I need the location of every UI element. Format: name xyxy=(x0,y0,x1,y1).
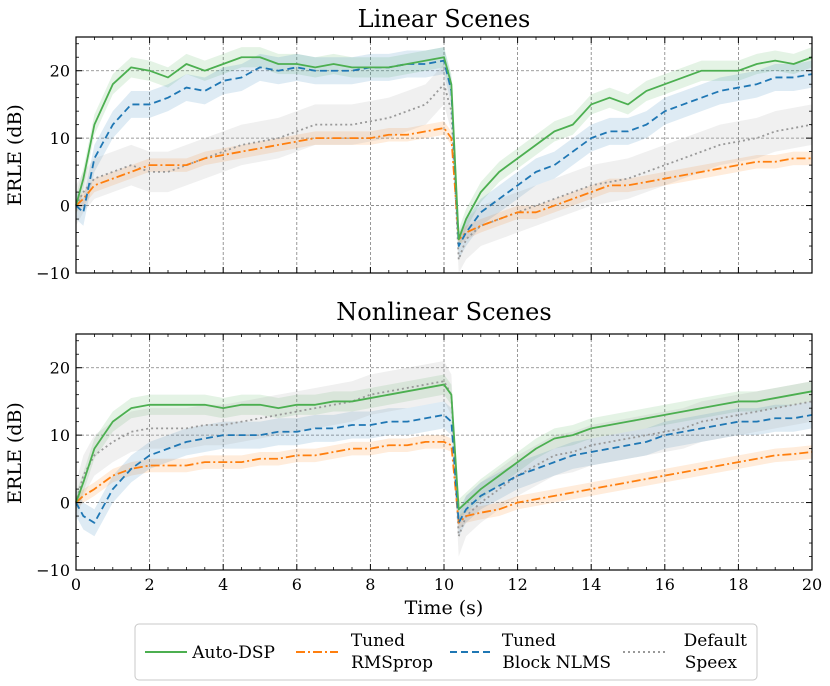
linear-series-lines xyxy=(75,56,813,261)
nonlinear-xtick-label: 2 xyxy=(145,575,155,594)
linear-chart-title: Linear Scenes xyxy=(358,5,531,33)
linear-line-block-nlms xyxy=(75,59,813,247)
legend-label-nlms-line1: Tuned xyxy=(502,631,556,651)
legend-label-speex-line2: Speex xyxy=(685,653,738,673)
linear-confidence-bands xyxy=(76,47,812,273)
linear-scenes-panel: Linear Scenes ERLE (dB) −10 0 10 20 xyxy=(4,5,813,283)
linear-band-rmsprop xyxy=(76,121,812,247)
legend-label-nlms-line2: Block NLMS xyxy=(502,653,611,673)
nonlinear-series-lines xyxy=(75,380,813,538)
nonlinear-xtick-label: 6 xyxy=(292,575,302,594)
linear-plot-frame xyxy=(75,36,813,274)
linear-ytick-label: 10 xyxy=(50,129,70,148)
x-axis-label: Time (s) xyxy=(405,597,484,619)
nonlinear-scenes-panel: Nonlinear Scenes ERLE (dB) Time (s) −100… xyxy=(4,298,822,619)
linear-ytick-label: 0 xyxy=(60,197,70,216)
legend-box xyxy=(134,623,758,681)
nonlinear-line-auto-dsp xyxy=(75,383,813,511)
nonlinear-xtick-label: 4 xyxy=(218,575,228,594)
nonlinear-xtick-label: 16 xyxy=(655,575,675,594)
linear-grid xyxy=(76,37,812,273)
linear-band-speex xyxy=(76,63,812,273)
nonlinear-xtick-label: 18 xyxy=(728,575,748,594)
nonlinear-line-rmsprop xyxy=(75,440,813,524)
linear-line-auto-dsp xyxy=(75,56,813,241)
nonlinear-ytick-label: −10 xyxy=(36,561,70,580)
legend: Auto-DSP Tuned RMSprop Tuned Block NLMS … xyxy=(134,623,758,681)
legend-entry-rmsprop: Tuned RMSprop xyxy=(296,631,433,673)
linear-ytick-label: −10 xyxy=(36,264,70,283)
nonlinear-xtick-label: 0 xyxy=(71,575,81,594)
nonlinear-xtick-label: 14 xyxy=(581,575,601,594)
legend-entry-speex: Default Speex xyxy=(623,631,747,673)
legend-entry-auto-dsp: Auto-DSP xyxy=(145,643,275,663)
legend-label-speex-line1: Default xyxy=(684,631,748,651)
nonlinear-xtick-label: 12 xyxy=(507,575,527,594)
nonlinear-ytick-label: 20 xyxy=(50,359,70,378)
linear-ytick-label: 20 xyxy=(50,62,70,81)
nonlinear-grid xyxy=(76,334,812,570)
nonlinear-confidence-bands xyxy=(76,360,812,557)
nonlinear-ytick-label: 0 xyxy=(60,494,70,513)
linear-y-axis-label: ERLE (dB) xyxy=(4,104,26,206)
nonlinear-chart-title: Nonlinear Scenes xyxy=(336,298,551,326)
legend-label-rmsprop-line2: RMSprop xyxy=(351,653,433,673)
nonlinear-band-speex xyxy=(76,360,812,557)
nonlinear-ytick-label: 10 xyxy=(50,426,70,445)
nonlinear-band-auto-dsp xyxy=(76,374,812,520)
nonlinear-y-axis-label: ERLE (dB) xyxy=(4,402,26,504)
linear-band-auto-dsp xyxy=(76,47,812,250)
legend-label-rmsprop-line1: Tuned xyxy=(351,631,405,651)
nonlinear-xtick-label: 20 xyxy=(802,575,822,594)
nonlinear-line-block-nlms xyxy=(75,414,813,524)
nonlinear-band-block-nlms xyxy=(76,401,812,537)
legend-label-auto-dsp: Auto-DSP xyxy=(191,643,275,663)
nonlinear-xtick-label: 8 xyxy=(365,575,375,594)
nonlinear-plot-frame xyxy=(75,333,813,571)
linear-line-rmsprop xyxy=(75,127,812,241)
nonlinear-line-speex xyxy=(75,380,813,538)
legend-entry-block-nlms: Tuned Block NLMS xyxy=(450,631,611,673)
nonlinear-xtick-label: 10 xyxy=(434,575,454,594)
